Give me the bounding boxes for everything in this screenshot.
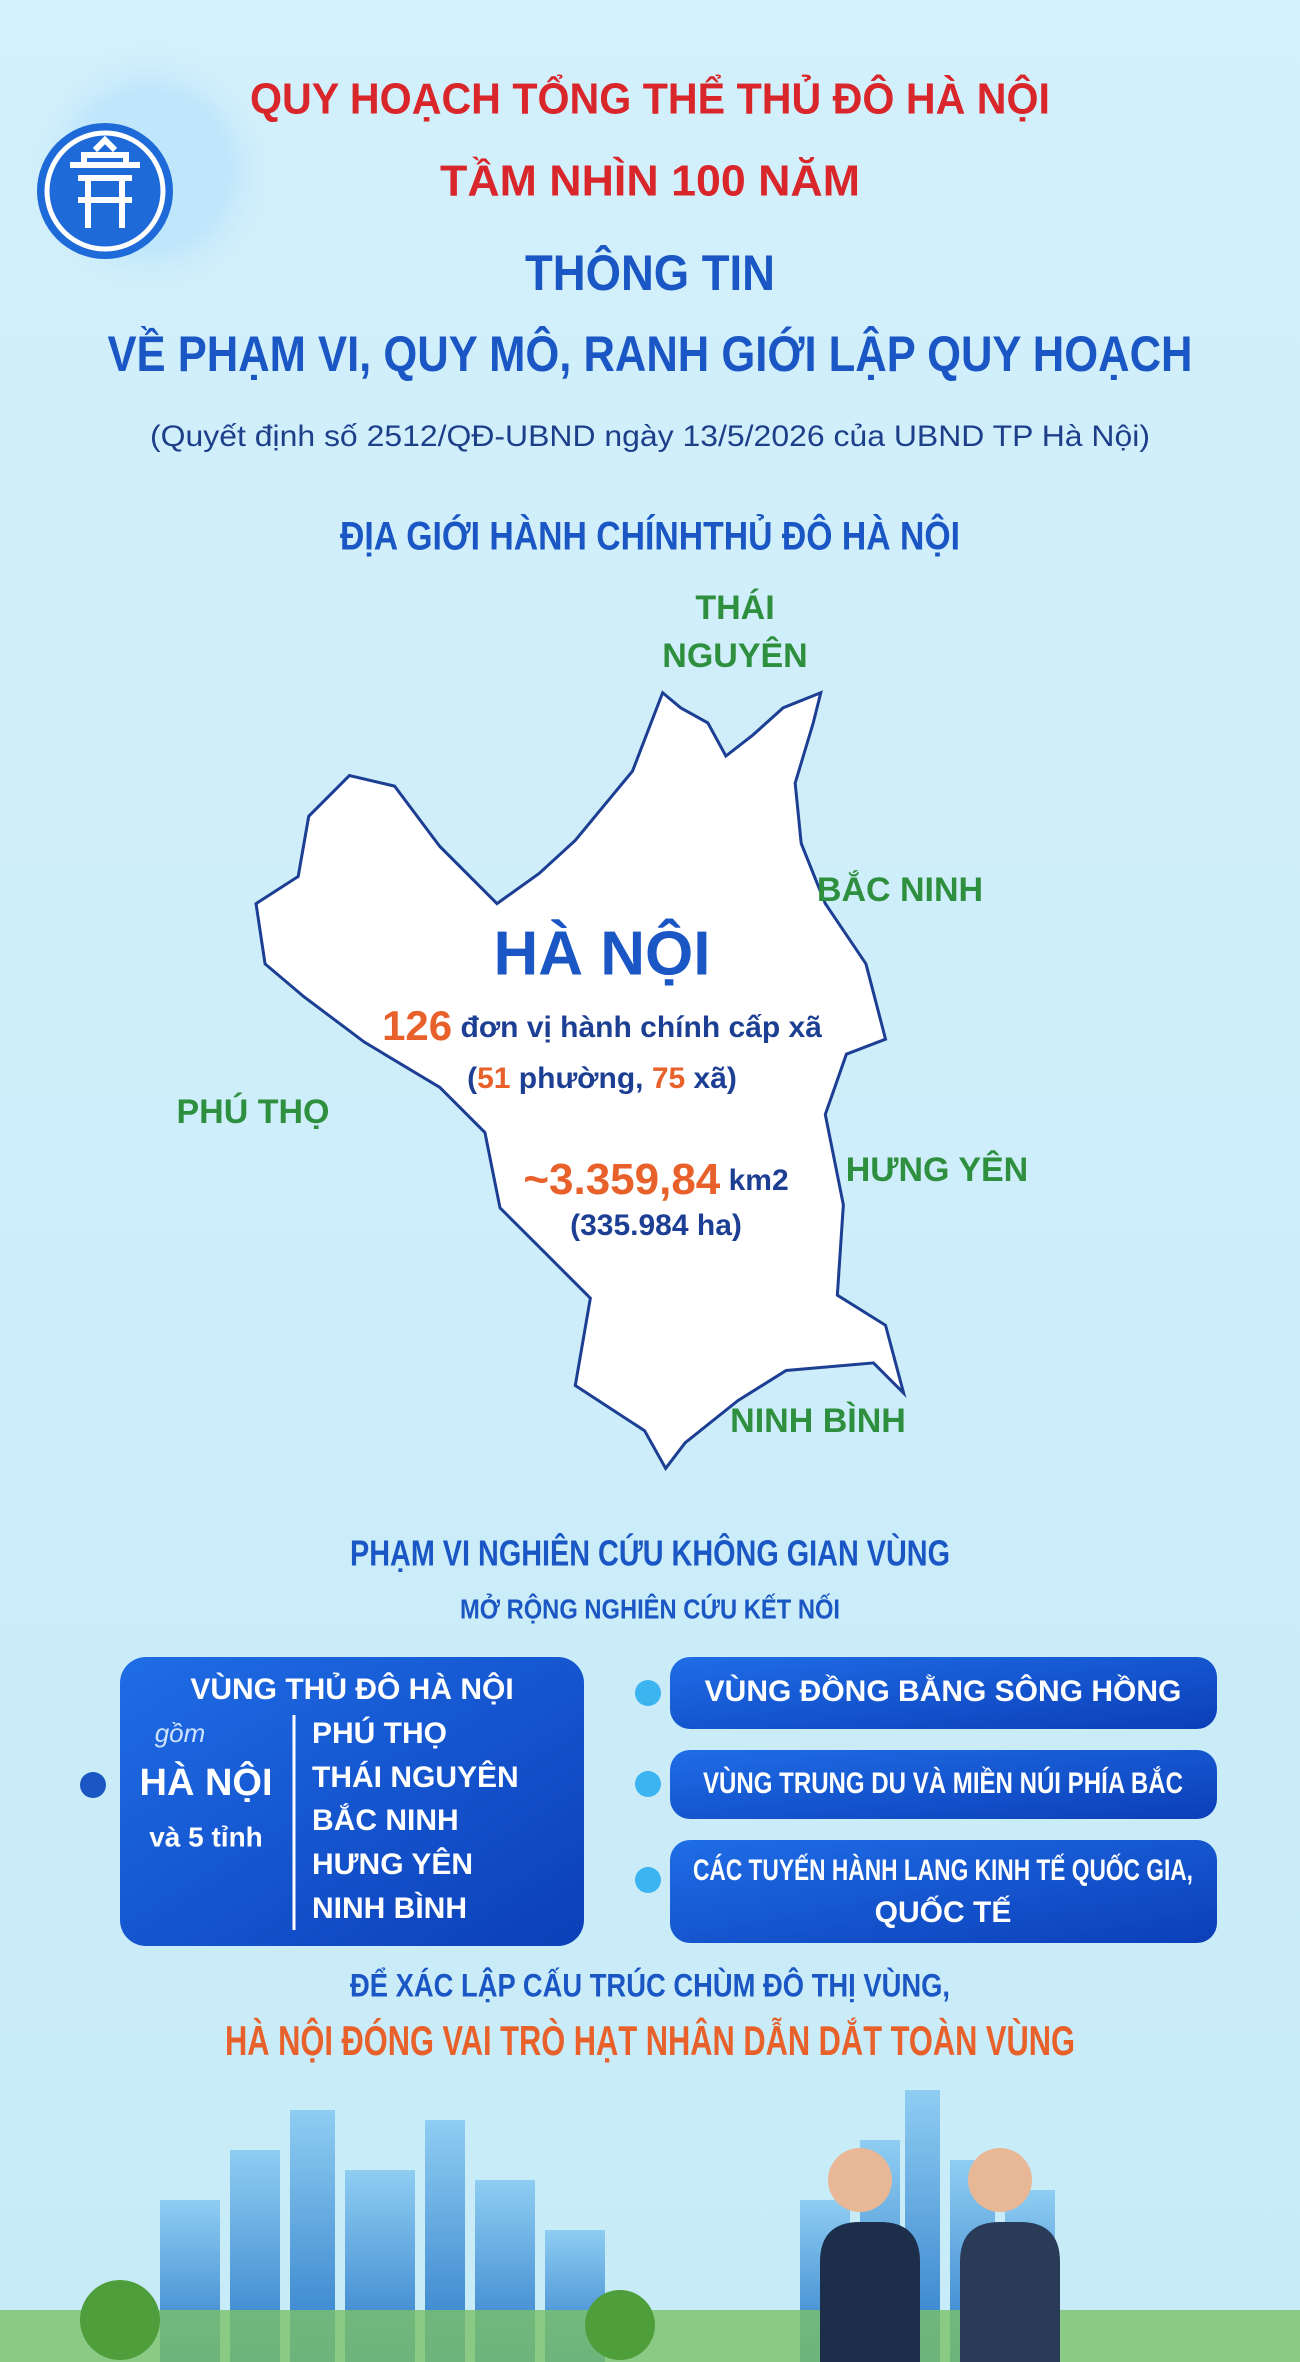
city-illustration bbox=[0, 2090, 1300, 2362]
province: NINH BÌNH bbox=[312, 1891, 467, 1925]
box-title: VÙNG THỦ ĐÔ HÀ NỘI bbox=[190, 1672, 513, 1706]
conclusion: ĐỂ XÁC LẬP CẤU TRÚC CHÙM ĐÔ THỊ VÙNG, bbox=[350, 1967, 950, 2003]
bullet bbox=[635, 1771, 661, 1797]
units-line: 126 đơn vị hành chính cấp xã bbox=[382, 1002, 822, 1049]
neighbor-label: NGUYÊN bbox=[662, 637, 807, 675]
region-box bbox=[670, 1750, 1217, 1819]
section-title: PHẠM VI NGHIÊN CỨU KHÔNG GIAN VÙNG bbox=[350, 1532, 950, 1574]
area-ha: (335.984 ha) bbox=[570, 1209, 742, 1242]
region: QUỐC TẾ bbox=[875, 1895, 1012, 1929]
region: VÙNG ĐỒNG BẰNG SÔNG HỒNG bbox=[705, 1674, 1182, 1708]
neighbor-label: THÁI bbox=[695, 589, 774, 627]
neighbor-label: NINH BÌNH bbox=[730, 1402, 906, 1440]
bullet bbox=[635, 1680, 661, 1706]
plus: và 5 tỉnh bbox=[149, 1821, 263, 1852]
subtitle: VỀ PHẠM VI, QUY MÔ, RANH GIỚI LẬP QUY HO… bbox=[108, 325, 1193, 382]
communes-count: 75 bbox=[652, 1062, 685, 1095]
map-shape bbox=[254, 690, 907, 1472]
breakdown-line: (51 phường, 75 xã) bbox=[467, 1062, 737, 1095]
area-line: ~3.359,84 km2 bbox=[523, 1155, 788, 1204]
province-list: PHÚ THỌ THÁI NGUYÊN BẮC NINH HƯNG YÊN NI… bbox=[312, 1716, 519, 1925]
title: TẦM NHÌN 100 NĂM bbox=[440, 156, 860, 206]
neighbor-label: HƯNG YÊN bbox=[846, 1151, 1029, 1189]
area: ~3.359,84 bbox=[523, 1155, 720, 1204]
city-name: HÀ NỘI bbox=[494, 919, 711, 988]
province: BẮC NINH bbox=[312, 1803, 459, 1837]
bullet bbox=[635, 1867, 661, 1893]
province: PHÚ THỌ bbox=[312, 1716, 447, 1750]
area-unit: km2 bbox=[729, 1164, 789, 1197]
region: VÙNG TRUNG DU VÀ MIỀN NÚI PHÍA BẮC bbox=[703, 1766, 1183, 1800]
region-box bbox=[670, 1840, 1217, 1943]
breakdown-text: ( bbox=[467, 1062, 477, 1095]
province: HƯNG YÊN bbox=[312, 1847, 473, 1881]
logo bbox=[20, 40, 280, 300]
neighbor-label: PHÚ THỌ bbox=[177, 1093, 330, 1131]
bullet bbox=[80, 1772, 106, 1798]
note: (Quyết định số 2512/QĐ-UBND ngày 13/5/20… bbox=[150, 420, 1150, 453]
units-count: 126 bbox=[382, 1002, 452, 1049]
region-box bbox=[670, 1657, 1217, 1729]
core-city: HÀ NỘI bbox=[140, 1759, 273, 1804]
includes: gồm bbox=[155, 1718, 206, 1748]
neighbor-label: BẮC NINH bbox=[817, 871, 983, 909]
title: QUY HOẠCH TỔNG THỂ THỦ ĐÔ HÀ NỘI bbox=[250, 73, 1050, 124]
section-subtitle: MỞ RỘNG NGHIÊN CỨU KẾT NỐI bbox=[460, 1592, 840, 1624]
capital-region-box bbox=[120, 1657, 584, 1946]
subtitle: THÔNG TIN bbox=[525, 244, 775, 301]
wards-count: 51 bbox=[477, 1062, 510, 1095]
section-title: ĐỊA GIỚI HÀNH CHÍNHTHỦ ĐÔ HÀ NỘI bbox=[340, 513, 960, 559]
units-label: đơn vị hành chính cấp xã bbox=[461, 1011, 823, 1044]
breakdown-text: xã) bbox=[694, 1062, 737, 1095]
province: THÁI NGUYÊN bbox=[312, 1760, 519, 1794]
conclusion-highlight: HÀ NỘI ĐÓNG VAI TRÒ HẠT NHÂN DẪN DẮT TOÀ… bbox=[225, 2016, 1075, 2064]
breakdown-text: phường, bbox=[519, 1062, 644, 1095]
region: CÁC TUYẾN HÀNH LANG KINH TẾ QUỐC GIA, bbox=[693, 1853, 1193, 1887]
